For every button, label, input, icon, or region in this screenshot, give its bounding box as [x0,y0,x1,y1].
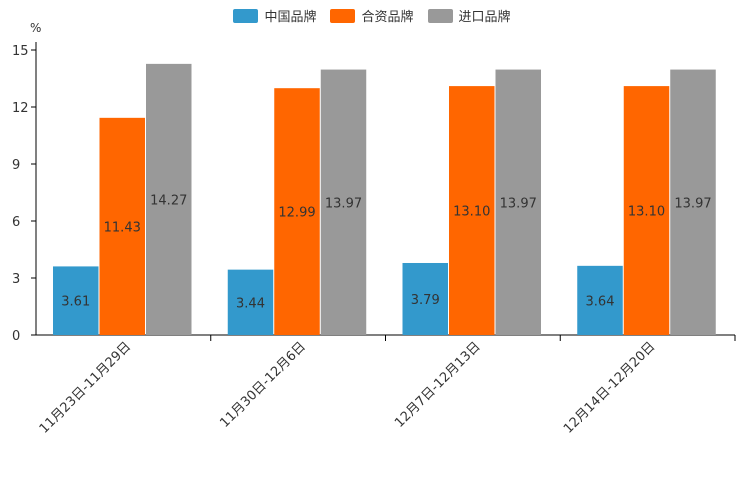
legend-label-import: 进口品牌 [458,10,511,25]
y-tick-label: 0 [12,329,20,344]
y-tick-label: 3 [12,272,20,287]
legend-item-import[interactable]: 进口品牌 [427,6,511,25]
bar [53,266,99,335]
bar-value-label: 13.97 [500,196,537,211]
bar-value-label: 11.43 [104,220,141,235]
y-axis-unit: % [30,21,42,35]
bar-value-label: 3.44 [236,296,265,311]
bar-value-label: 3.79 [411,293,440,308]
bar [146,63,192,336]
bar [577,265,623,335]
bar-value-label: 3.61 [61,295,90,310]
legend: 中国品牌 合资品牌 进口品牌 [0,6,744,25]
bar-value-label: 13.97 [325,196,362,211]
legend-item-china[interactable]: 中国品牌 [233,6,316,25]
x-tick-label: 11月30日-12月6日 [217,339,309,431]
legend-label-china: 中国品牌 [264,10,317,25]
bar [402,262,448,335]
legend-swatch-joint [330,8,356,23]
y-tick-label: 9 [12,158,20,173]
legend-item-joint[interactable]: 合资品牌 [330,6,414,25]
legend-swatch-china [233,8,259,23]
y-tick-label: 6 [12,215,20,230]
bar [449,86,495,335]
bar-value-label: 13.97 [674,196,711,211]
x-tick-label: 12月14日-12月20日 [561,339,658,436]
bar [99,117,145,335]
bar-value-label: 13.10 [628,205,665,220]
bar [320,69,367,335]
bar [495,69,541,335]
bar-value-label: 14.27 [150,193,187,208]
y-tick-label: 12 [12,101,29,116]
bar-value-label: 12.99 [278,206,315,221]
bar-value-label: 3.64 [586,294,615,309]
bar [670,69,716,335]
bar [227,269,274,335]
x-tick-label: 12月7日-12月13日 [392,339,484,431]
legend-swatch-import [427,8,453,23]
y-tick-label: 15 [12,44,29,59]
x-tick-label: 11月23日-11月29日 [37,339,134,436]
legend-label-joint: 合资品牌 [361,10,414,25]
bar [623,86,670,335]
bar [274,88,320,335]
bar-value-label: 13.10 [453,205,490,220]
